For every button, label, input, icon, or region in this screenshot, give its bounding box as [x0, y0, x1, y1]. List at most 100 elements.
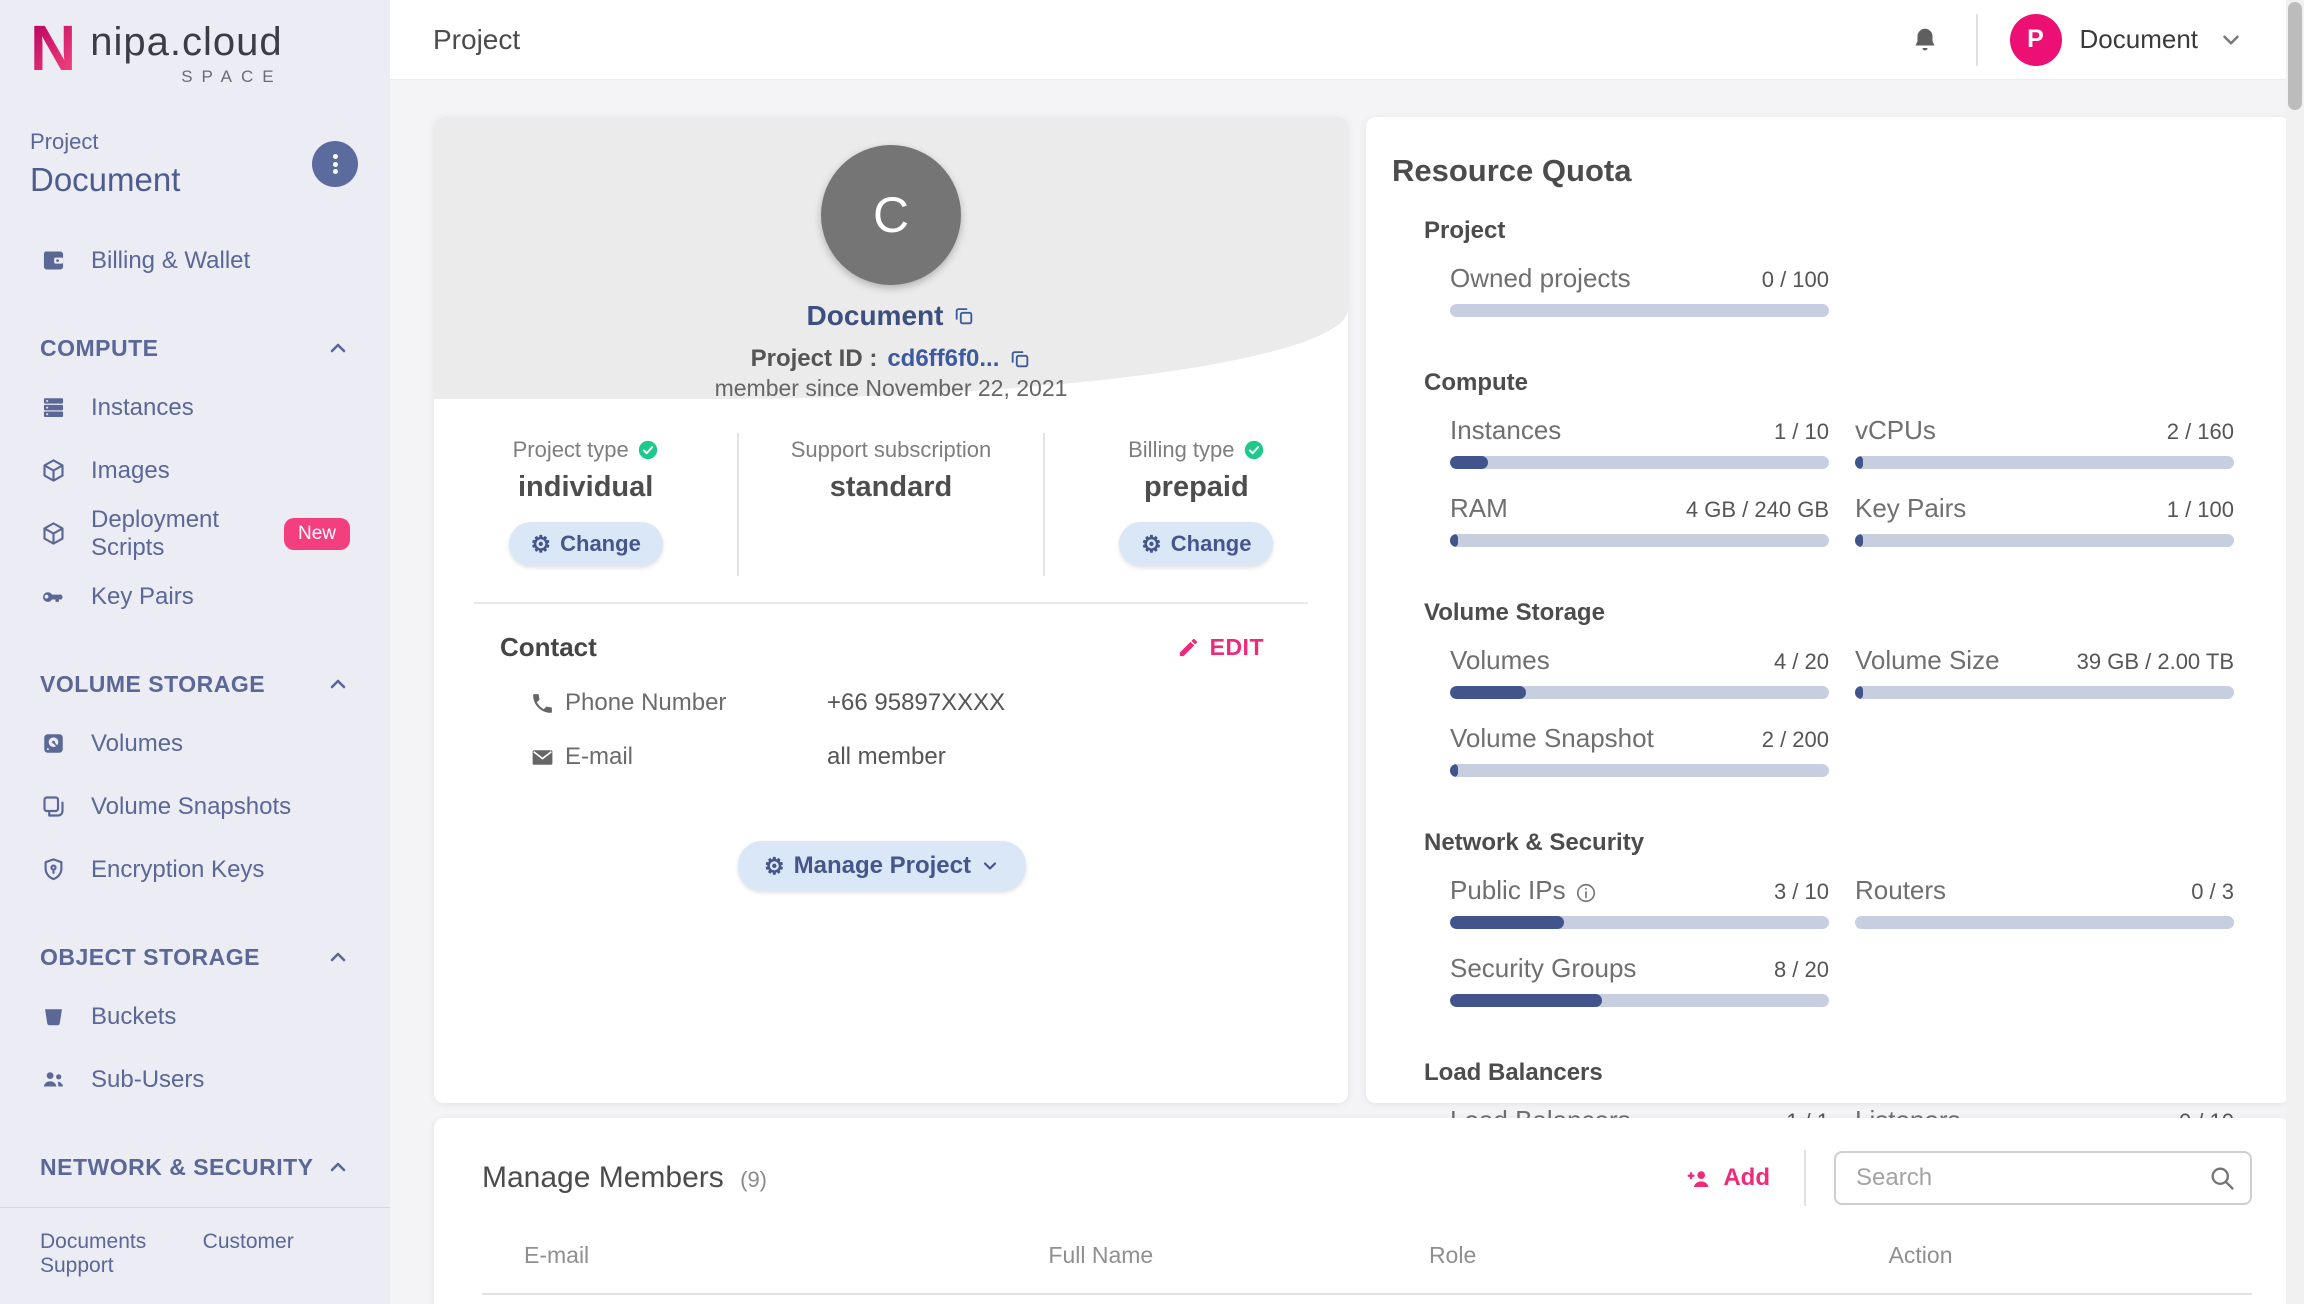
quota-group-compute: Compute Instances1 / 10 vCPUs2 / 160 RAM…: [1392, 369, 2234, 571]
quota-value: 4 GB / 240 GB: [1686, 497, 1829, 523]
nipa-cloud-logo[interactable]: N nipa.cloud SPACE: [0, 0, 390, 87]
pencil-icon: [1177, 636, 1200, 659]
sidebar-item-encryption-keys[interactable]: Encryption Keys: [0, 838, 390, 901]
sidebar-item-label: Deployment Scripts: [91, 506, 246, 562]
sidebar-section-volume-storage[interactable]: VOLUME STORAGE: [0, 656, 390, 712]
project-name: Document: [30, 161, 360, 199]
key-icon: [40, 583, 67, 610]
change-label: Change: [1171, 531, 1252, 557]
change-billing-type-button[interactable]: ⚙ Change: [1119, 522, 1273, 566]
documents-link[interactable]: Documents: [40, 1230, 146, 1253]
sidebar-item-billing-wallet[interactable]: Billing & Wallet: [0, 229, 390, 292]
phone-label: Phone Number: [565, 689, 827, 717]
quota-value: 1 / 10: [1774, 419, 1829, 445]
copy-icon[interactable]: [953, 305, 975, 327]
sidebar-item-volumes[interactable]: Volumes: [0, 712, 390, 775]
sidebar-item-sub-users[interactable]: Sub-Users: [0, 1048, 390, 1111]
quota-value: 1 / 100: [2167, 497, 2234, 523]
attribute-value: prepaid: [1045, 471, 1348, 504]
add-member-button[interactable]: Add: [1686, 1164, 1770, 1192]
quota-label: Volume Size: [1855, 645, 2077, 676]
project-label: Project: [30, 129, 360, 155]
logo-subtitle: SPACE: [90, 67, 282, 87]
scrollbar-thumb[interactable]: [2288, 2, 2302, 110]
edit-contact-button[interactable]: EDIT: [1177, 634, 1264, 661]
user-avatar[interactable]: P: [2010, 14, 2062, 66]
manage-project-button[interactable]: ⚙ Manage Project: [738, 841, 1026, 891]
sidebar-item-volume-snapshots[interactable]: Volume Snapshots: [0, 775, 390, 838]
quota-label: Security Groups: [1450, 953, 1774, 984]
project-avatar: C: [821, 145, 961, 285]
email-label: E-mail: [565, 743, 827, 771]
chevron-down-icon[interactable]: [2218, 27, 2244, 53]
quota-value: 4 / 20: [1774, 649, 1829, 675]
sidebar-item-label: Encryption Keys: [91, 856, 264, 884]
sidebar: N nipa.cloud SPACE Project Document Bill…: [0, 0, 390, 1304]
sidebar-item-instances[interactable]: Instances: [0, 376, 390, 439]
users-icon: [40, 1066, 67, 1093]
cube-icon: [40, 520, 67, 547]
sidebar-item-buckets[interactable]: Buckets: [0, 985, 390, 1048]
sidebar-section-object-storage[interactable]: OBJECT STORAGE: [0, 929, 390, 985]
quota-group-title: Volume Storage: [1424, 599, 2234, 627]
column-role: Role: [1429, 1242, 1863, 1269]
search-icon[interactable]: [2208, 1164, 2236, 1192]
top-bar: Project P Document: [390, 0, 2304, 80]
quota-label: RAM: [1450, 493, 1686, 524]
sidebar-section-network-security[interactable]: NETWORK & SECURITY: [0, 1139, 390, 1195]
gear-icon: ⚙: [531, 533, 552, 556]
column-action: Action: [1863, 1242, 2252, 1269]
attribute-value: individual: [434, 471, 737, 504]
gear-icon: ⚙: [764, 855, 785, 878]
notifications-bell-icon[interactable]: [1910, 24, 1940, 56]
quota-bar-fill: [1450, 994, 1602, 1007]
quota-label: vCPUs: [1855, 415, 2167, 446]
quota-item-vcpus: vCPUs2 / 160: [1855, 415, 2234, 469]
quota-bar-fill: [1450, 456, 1488, 469]
section-title: NETWORK & SECURITY: [40, 1154, 314, 1181]
sidebar-item-key-pairs[interactable]: Key Pairs: [0, 565, 390, 628]
project-id-label: Project ID :: [751, 345, 878, 373]
quota-bar-fill: [1450, 534, 1458, 547]
quota-group-network-security: Network & Security Public IPs 3 / 10 Rou…: [1392, 829, 2234, 1031]
column-full-name: Full Name: [1048, 1242, 1429, 1269]
attribute-project-type: Project type individual ⚙ Change: [434, 433, 737, 576]
gear-icon: ⚙: [1141, 533, 1162, 556]
chevron-down-icon: [980, 856, 1000, 876]
sidebar-project-block: Project Document: [0, 87, 390, 199]
server-icon: [40, 394, 67, 421]
edit-label: EDIT: [1210, 634, 1264, 661]
contact-title: Contact: [500, 632, 597, 663]
sidebar-item-label: Key Pairs: [91, 583, 194, 611]
page-scrollbar[interactable]: [2286, 0, 2304, 1304]
kebab-icon: [333, 152, 338, 177]
sidebar-nav: Billing & Wallet COMPUTE Instances Image…: [0, 229, 390, 1195]
change-project-type-button[interactable]: ⚙ Change: [509, 522, 663, 566]
quota-group-title: Compute: [1424, 369, 2234, 397]
copy-icon[interactable]: [1009, 348, 1031, 370]
info-icon[interactable]: [1575, 882, 1597, 904]
user-menu-label[interactable]: Document: [2080, 24, 2199, 55]
change-label: Change: [560, 531, 641, 557]
members-search: [1834, 1151, 2252, 1205]
quota-group-title: Load Balancers: [1424, 1059, 2234, 1087]
quota-label: Key Pairs: [1855, 493, 2167, 524]
project-card: C Document Project ID : cd6ff6f0... memb…: [434, 117, 1348, 1103]
header-divider: [1976, 14, 1978, 66]
chevron-up-icon[interactable]: [326, 672, 350, 696]
logo-text: nipa.cloud SPACE: [90, 20, 282, 87]
project-id-value[interactable]: cd6ff6f0...: [887, 345, 999, 373]
chevron-up-icon[interactable]: [326, 1155, 350, 1179]
chevron-up-icon[interactable]: [326, 336, 350, 360]
sidebar-item-deployment-scripts[interactable]: Deployment Scripts New: [0, 502, 390, 565]
sidebar-item-images[interactable]: Images: [0, 439, 390, 502]
quota-label: Public IPs: [1450, 875, 1566, 906]
sidebar-section-compute[interactable]: COMPUTE: [0, 320, 390, 376]
project-menu-button[interactable]: [312, 141, 358, 187]
add-label: Add: [1723, 1164, 1770, 1192]
search-input[interactable]: [1834, 1151, 2252, 1205]
quota-bar: [1855, 916, 2234, 929]
quota-bar-fill: [1450, 764, 1458, 777]
chevron-up-icon[interactable]: [326, 945, 350, 969]
sidebar-footer: Documents Customer Support: [0, 1207, 390, 1304]
